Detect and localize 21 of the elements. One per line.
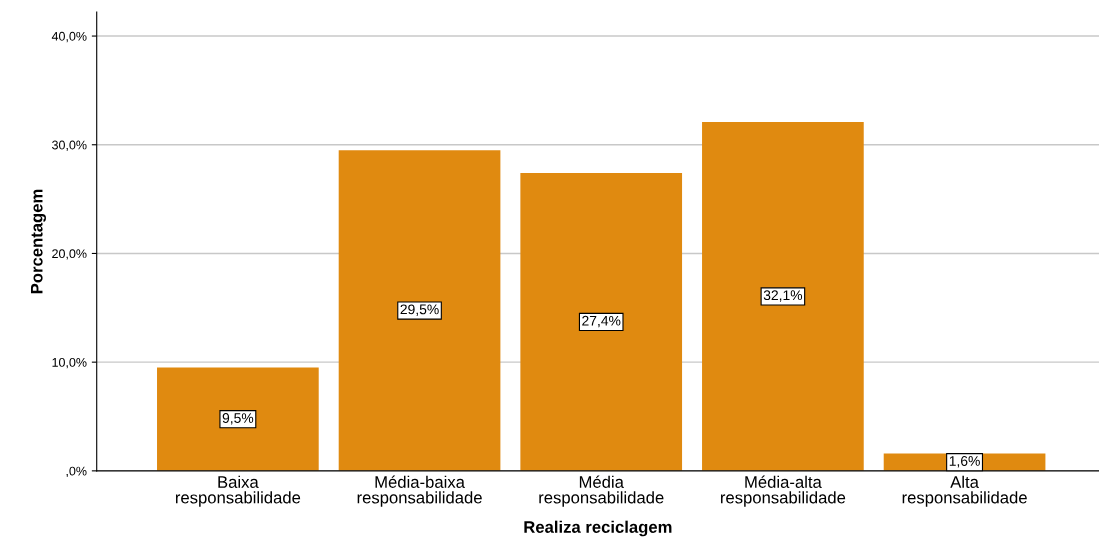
data-label: 29,5% — [400, 304, 439, 316]
x-tick-label: Alta responsabilidade — [902, 475, 1027, 507]
bar — [520, 173, 683, 471]
y-tick-label: 10,0% — [52, 357, 87, 369]
y-tick-label: ,0% — [66, 466, 87, 477]
data-label: 1,6% — [949, 456, 980, 468]
y-tick-label: 20,0% — [52, 249, 87, 260]
x-tick-label: Média-alta responsabilidade — [720, 475, 846, 507]
bar — [702, 121, 864, 471]
x-tick-label: Baixa responsabilidade — [175, 475, 301, 507]
data-label: 9,5% — [222, 413, 254, 425]
bar — [157, 367, 319, 471]
x-tick-label: Média responsabilidade — [539, 475, 664, 507]
y-tick-label: 40,0% — [51, 31, 87, 43]
data-label: 32,1% — [763, 290, 803, 302]
y-axis-title: Porcentagem — [31, 189, 46, 294]
y-tick-label: 30,0% — [52, 140, 87, 151]
x-axis-title: Realiza reciclagem — [524, 520, 672, 537]
data-label: 27,4% — [582, 315, 621, 328]
x-tick-label: Média-baixa responsabilidade — [357, 475, 482, 507]
bar — [338, 150, 501, 471]
